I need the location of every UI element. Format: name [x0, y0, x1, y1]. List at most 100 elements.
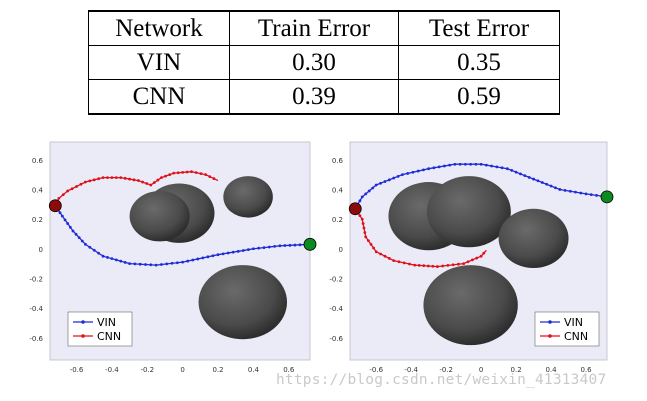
trajectory-point-cnn: [185, 170, 189, 174]
trajectory-point-cnn: [358, 214, 362, 218]
watermark-text: https://blog.csdn.net/weixin_41313407: [276, 372, 607, 388]
trajectory-point-cnn: [199, 172, 203, 176]
trajectory-point-cnn: [372, 246, 376, 250]
trajectory-point-vin: [396, 174, 400, 178]
trajectory-point-vin: [401, 173, 404, 177]
trajectory-point-vin: [262, 246, 266, 249]
cell-network: CNN: [88, 79, 230, 115]
trajectory-point-cnn: [363, 231, 367, 234]
trajectory-point-cnn: [123, 176, 127, 180]
trajectory-point-cnn: [160, 176, 163, 179]
trajectory-point-cnn: [387, 257, 391, 260]
x-tick-label: 0.6: [580, 366, 592, 374]
trajectory-point-vin: [432, 166, 436, 170]
trajectory-point-vin: [181, 260, 185, 264]
trajectory-point-vin: [144, 263, 147, 266]
trajectory-point-cnn: [379, 252, 382, 256]
trajectory-point-vin: [558, 188, 562, 191]
trajectory-point-cnn: [70, 187, 74, 191]
trajectory-point-cnn: [402, 261, 406, 265]
trajectory-point-cnn: [114, 176, 118, 179]
trajectory-point-cnn: [446, 263, 450, 267]
y-tick-label: 0.4: [32, 186, 44, 194]
trajectory-point-vin: [523, 174, 527, 178]
table-header-row: Network Train Error Test Error: [88, 10, 560, 46]
header-network: Network: [88, 10, 230, 46]
trajectory-point-vin: [490, 164, 494, 168]
trajectory-point-cnn: [141, 180, 144, 184]
y-tick-label: 0.2: [332, 216, 343, 224]
cell-train-error: 0.30: [229, 45, 399, 80]
y-tick-label: 0.2: [32, 216, 43, 224]
y-tick-label: -0.6: [29, 335, 43, 343]
trajectory-point-cnn: [149, 183, 153, 187]
trajectory-point-vin: [216, 253, 220, 257]
header-train-error: Train Error: [229, 10, 399, 46]
goal-marker: [600, 190, 614, 204]
x-tick-label: -0.2: [439, 366, 453, 374]
trajectory-point-cnn: [156, 178, 160, 182]
trajectory-point-cnn: [364, 235, 368, 239]
trajectory-point-cnn: [392, 259, 396, 263]
cell-network: VIN: [88, 45, 230, 80]
y-tick-label: 0: [339, 246, 343, 254]
legend-swatch-point: [548, 334, 552, 338]
y-tick-label: 0.6: [332, 157, 344, 165]
trajectory-point-vin: [484, 163, 488, 167]
trajectory-point-cnn: [101, 176, 105, 179]
trajectory-point-vin: [63, 218, 67, 222]
trajectory-point-vin: [77, 236, 81, 240]
trajectory-point-vin: [379, 181, 382, 185]
trajectory-point-vin: [563, 188, 567, 192]
trajectory-point-vin: [83, 242, 87, 246]
trajectory-plot-right: 0.6 0.4 0.2 0 -0.2 -0.4 -0.6 -0.6 -0.4 -0.2 0 0.2 0.…: [320, 138, 614, 378]
y-tick-label: -0.2: [29, 275, 43, 283]
trajectory-point-cnn: [190, 170, 193, 174]
trajectory-point-vin: [574, 190, 577, 194]
trajectory-point-cnn: [83, 180, 87, 184]
trajectory-point-vin: [495, 165, 499, 169]
trajectory-point-vin: [360, 195, 364, 199]
trajectory-point-vin: [92, 248, 96, 252]
trajectory-point-cnn: [366, 239, 370, 243]
trajectory-point-cnn: [479, 254, 483, 258]
trajectory-point-vin: [201, 256, 205, 260]
trajectory-point-vin: [74, 232, 78, 236]
trajectory-point-vin: [527, 175, 531, 179]
x-tick-label: 0.4: [545, 366, 557, 374]
trajectory-point-vin: [283, 244, 287, 247]
trajectory-point-vin: [241, 249, 245, 252]
legend-label: VIN: [564, 316, 583, 329]
trajectory-point-vin: [536, 179, 540, 183]
trajectory-point-vin: [66, 222, 70, 225]
legend-box: [67, 311, 133, 347]
trajectory-point-vin: [149, 263, 153, 267]
x-tick-label: 0.2: [212, 366, 223, 374]
trajectory-point-vin: [252, 247, 255, 251]
trajectory-point-vin: [273, 245, 277, 248]
trajectory-point-vin: [519, 172, 522, 176]
trajectory-point-cnn: [137, 179, 140, 182]
trajectory-point-vin: [463, 162, 467, 166]
trajectory-point-vin: [422, 168, 425, 172]
trajectory-point-vin: [267, 245, 271, 249]
cell-test-error: 0.35: [398, 45, 560, 80]
trajectory-point-vin: [514, 170, 518, 174]
trajectory-point-cnn: [475, 256, 479, 260]
trajectory-point-vin: [123, 260, 127, 264]
trajectory-point-vin: [554, 186, 557, 190]
start-marker: [348, 202, 362, 216]
trajectory-point-vin: [88, 245, 92, 249]
legend-box: [534, 311, 600, 347]
trajectory-point-vin: [510, 169, 514, 172]
trajectory-point-cnn: [441, 264, 445, 268]
legend-label: VIN: [97, 316, 116, 329]
trajectory-point-cnn: [75, 185, 78, 188]
trajectory-point-cnn: [369, 242, 373, 246]
x-tick-label: -0.2: [140, 366, 154, 374]
trajectory-point-vin: [226, 251, 230, 255]
table-row: VIN 0.30 0.35: [88, 45, 560, 80]
trajectory-point-cnn: [66, 189, 70, 193]
x-tick-label: -0.4: [105, 366, 119, 374]
